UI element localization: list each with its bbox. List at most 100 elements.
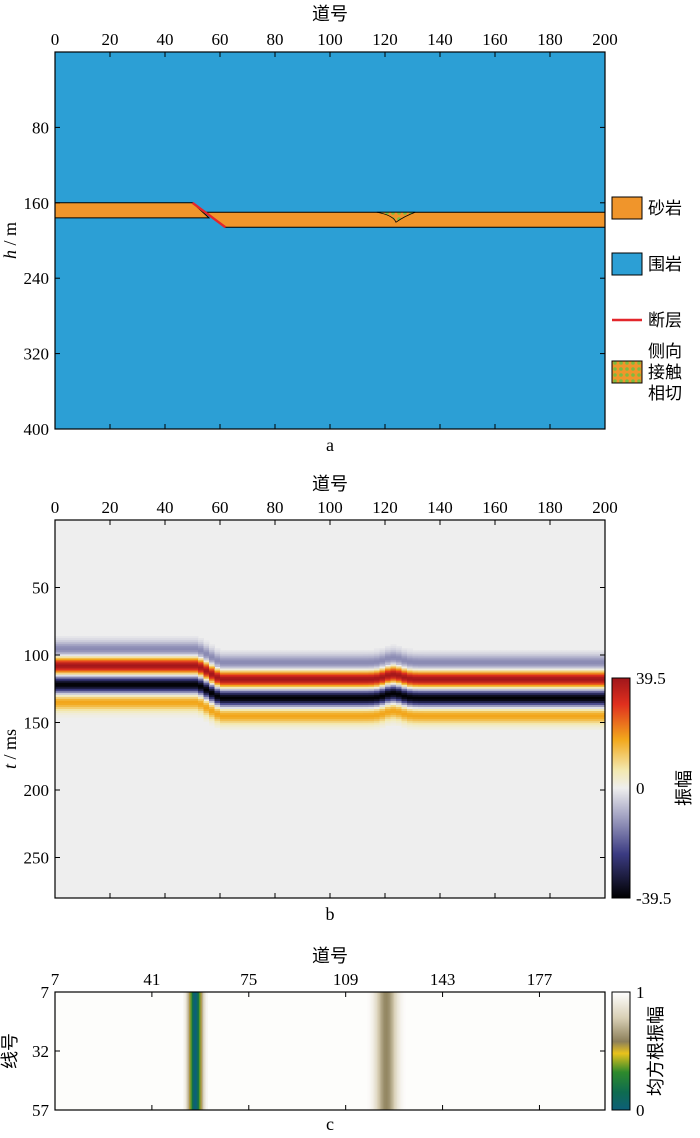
- seismic-sample: [258, 666, 265, 669]
- seismic-sample: [192, 674, 199, 678]
- seismic-sample: [462, 688, 468, 692]
- seismic-sample: [341, 684, 347, 688]
- seismic-sample: [231, 668, 237, 672]
- seismic-sample: [203, 694, 210, 698]
- seismic-sample: [561, 674, 567, 678]
- seismic-sample: [209, 664, 215, 667]
- seismic-sample: [242, 650, 248, 653]
- seismic-sample: [341, 694, 347, 698]
- seismic-sample: [346, 725, 353, 728]
- seismic-sample: [99, 676, 105, 680]
- seismic-sample: [500, 717, 507, 720]
- seismic-sample: [286, 650, 292, 653]
- seismic-sample: [594, 668, 600, 672]
- seismic-sample: [429, 696, 435, 700]
- seismic-sample: [99, 638, 105, 641]
- seismic-sample: [588, 688, 595, 692]
- seismic-sample: [187, 706, 193, 710]
- seismic-sample: [264, 711, 270, 714]
- seismic-sample: [247, 723, 254, 726]
- seismic-sample: [401, 719, 408, 722]
- seismic-sample: [104, 640, 111, 643]
- seismic-sample: [220, 670, 226, 674]
- seismic-sample: [368, 658, 375, 661]
- seismic-sample: [93, 684, 100, 688]
- seismic-sample: [506, 690, 512, 694]
- seismic-sample: [484, 654, 490, 657]
- seismic-sample: [181, 664, 188, 667]
- seismic-sample: [115, 696, 122, 700]
- seismic-sample: [363, 692, 369, 696]
- seismic-sample: [187, 646, 193, 649]
- seismic-sample: [319, 721, 325, 724]
- seismic-sample: [467, 700, 474, 704]
- seismic-sample: [77, 674, 83, 678]
- seismic-sample: [82, 696, 89, 700]
- seismic-sample: [242, 698, 248, 702]
- seismic-sample: [599, 711, 605, 714]
- seismic-sample: [264, 713, 270, 716]
- seismic-sample: [368, 696, 375, 700]
- seismic-sample: [121, 686, 127, 690]
- seismic-sample: [484, 658, 490, 661]
- seismic-sample: [407, 660, 413, 663]
- seismic-sample: [572, 670, 578, 674]
- seismic-sample: [544, 696, 551, 700]
- seismic-sample: [478, 686, 485, 690]
- seismic-sample: [374, 717, 380, 720]
- seismic-sample: [577, 700, 584, 704]
- seismic-sample: [533, 706, 540, 710]
- seismic-sample: [225, 658, 232, 661]
- seismic-sample: [544, 670, 551, 674]
- seismic-sample: [170, 676, 177, 680]
- seismic-sample: [253, 709, 259, 712]
- seismic-sample: [93, 692, 100, 696]
- seismic-sample: [495, 727, 501, 730]
- seismic-sample: [478, 721, 485, 724]
- seismic-sample: [247, 702, 254, 706]
- seismic-sample: [451, 658, 457, 661]
- seismic-sample: [110, 692, 116, 696]
- seismic-sample: [506, 704, 512, 708]
- seismic-sample: [77, 698, 83, 702]
- seismic-sample: [302, 658, 309, 661]
- seismic-sample: [445, 666, 452, 669]
- seismic-sample: [247, 709, 254, 712]
- seismic-sample: [363, 684, 369, 688]
- seismic-sample: [517, 666, 523, 669]
- seismic-sample: [357, 709, 364, 712]
- seismic-sample: [555, 717, 562, 720]
- seismic-sample: [495, 698, 501, 702]
- seismic-sample: [522, 713, 529, 716]
- seismic-sample: [484, 680, 490, 684]
- legend-contact-label: 相切: [648, 384, 682, 403]
- seismic-sample: [291, 684, 298, 688]
- seismic-sample: [445, 700, 452, 704]
- seismic-sample: [335, 702, 342, 706]
- seismic-sample: [192, 702, 199, 706]
- seismic-sample: [594, 698, 600, 702]
- seismic-sample: [209, 654, 215, 657]
- seismic-sample: [363, 709, 369, 712]
- seismic-sample: [121, 672, 127, 676]
- seismic-sample: [555, 664, 562, 667]
- seismic-sample: [572, 709, 578, 712]
- seismic-sample: [467, 709, 474, 712]
- seismic-sample: [566, 670, 573, 674]
- seismic-sample: [429, 656, 435, 659]
- seismic-sample: [511, 658, 518, 661]
- seismic-sample: [594, 688, 600, 692]
- seismic-sample: [247, 690, 254, 694]
- seismic-sample: [599, 702, 605, 706]
- seismic-sample: [451, 660, 457, 663]
- seismic-sample: [478, 706, 485, 710]
- seismic-sample: [132, 654, 138, 657]
- seismic-sample: [154, 642, 160, 645]
- seismic-sample: [594, 690, 600, 694]
- seismic-sample: [522, 704, 529, 708]
- seismic-sample: [198, 648, 204, 651]
- seismic-sample: [561, 666, 567, 669]
- seismic-sample: [500, 723, 507, 726]
- seismic-sample: [143, 650, 149, 653]
- seismic-sample: [396, 654, 402, 657]
